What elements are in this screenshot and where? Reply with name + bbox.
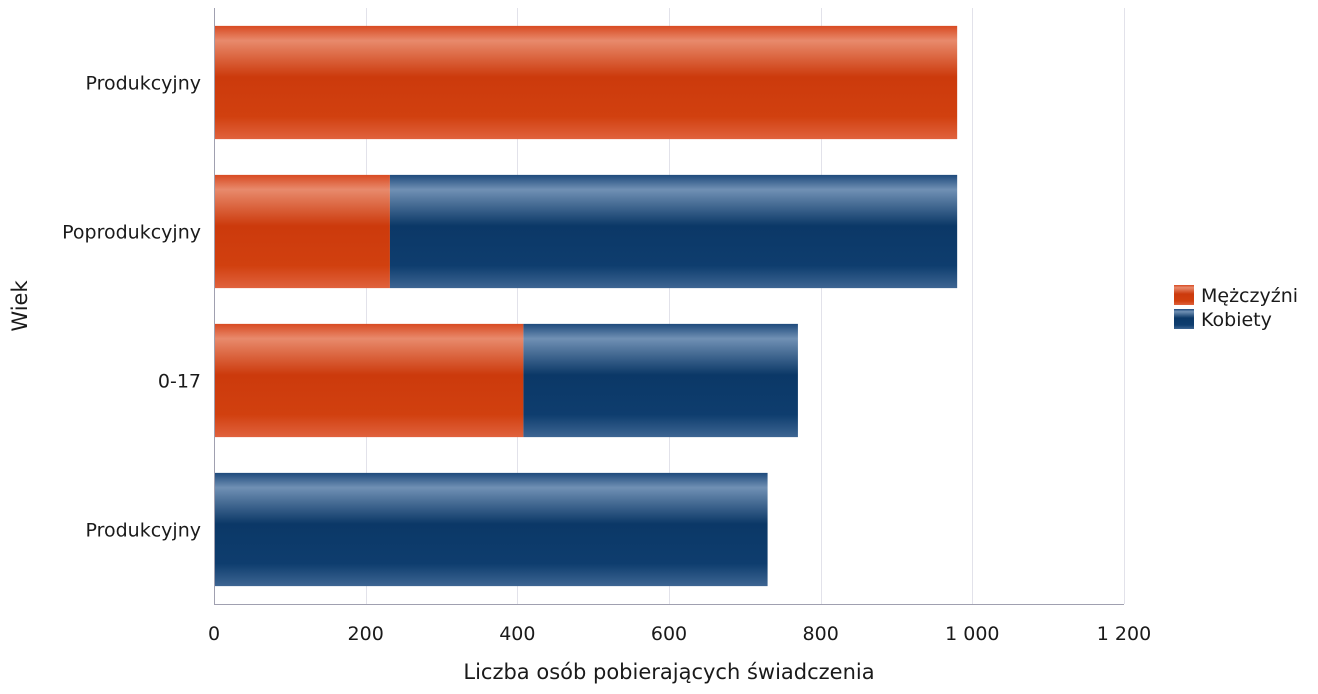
legend-swatch [1174, 285, 1194, 305]
x-tick-label: 1 200 [1097, 623, 1151, 645]
legend-swatch [1174, 309, 1194, 329]
bar-men [214, 25, 958, 140]
y-tick-label: Produkcyjny [85, 520, 201, 542]
y-tick-label: 0-17 [158, 371, 201, 393]
x-tick-label: 200 [348, 623, 384, 645]
y-axis-title: Wiek [8, 280, 32, 332]
y-tick-label: Poprodukcyjny [62, 222, 201, 244]
axes [214, 8, 1124, 605]
x-tick-label: 600 [651, 623, 687, 645]
legend-label: Mężczyźni [1201, 285, 1298, 307]
y-tick-labels: Produkcyjny Poprodukcyjny 0-17 Produkcyjny [62, 73, 201, 542]
x-tick-label: 400 [499, 623, 535, 645]
x-tick-label: 0 [208, 623, 220, 645]
bar-women [389, 174, 958, 289]
x-tick-label: 1 000 [945, 623, 999, 645]
bar-women [214, 472, 768, 587]
bars [214, 25, 958, 587]
y-tick-label: Produkcyjny [85, 73, 201, 95]
bar-women [523, 323, 798, 438]
x-axis-title: Liczba osób pobierających świadczenia [463, 660, 874, 684]
legend-label: Kobiety [1201, 309, 1272, 331]
bar-men [214, 323, 524, 438]
bar-men [214, 174, 390, 289]
x-tick-label: 800 [803, 623, 839, 645]
x-tick-labels: 0 200 400 600 800 1 000 1 200 [208, 623, 1151, 645]
